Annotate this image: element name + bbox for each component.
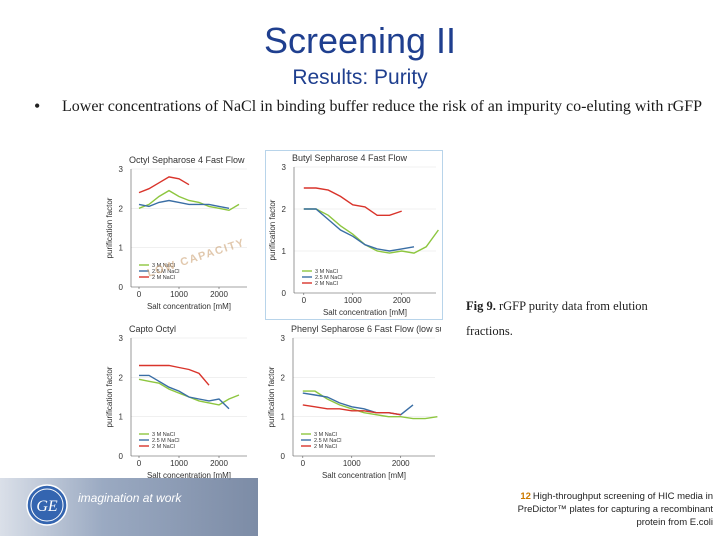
y-axis-label: purification factor (105, 366, 114, 427)
series-line (303, 208, 415, 252)
chart-capto-octyl: Capto Octyl 0 1 2 3 0 1000 2000 Salt concentrati… (105, 324, 247, 480)
x-axis-label: Salt concentration [mM] (322, 471, 406, 480)
chart-panel-capto: Capto Octyl 0 1 2 3 0 1000 2000 Salt concentrati… (103, 322, 253, 482)
chart-phenyl-sepharose: Phenyl Sepharose 6 Fast Flow (low sub) 0 1… (267, 324, 441, 480)
brand-tagline: imagination at work (78, 491, 182, 505)
y-tick-label: 2 (282, 205, 287, 214)
chart-title: Phenyl Sepharose 6 Fast Flow (low sub) (291, 324, 441, 334)
series-line (303, 187, 402, 217)
chart-panel-phenyl: Phenyl Sepharose 6 Fast Flow (low sub) 0 1… (265, 322, 441, 482)
reference-text: High-throughput screening of HIC media i… (517, 491, 713, 528)
x-tick-label: 0 (137, 290, 142, 299)
y-tick-label: 2 (119, 204, 124, 213)
series-line (139, 364, 210, 386)
y-axis-label: purification factor (105, 197, 114, 258)
y-tick-label: 1 (281, 413, 286, 422)
low-capacity-watermark: LOW CAPACITY (146, 237, 247, 280)
chart-panel-butyl: Butyl Sepharose 4 Fast Flow 0 1 2 3 0 1000 2000… (265, 150, 443, 320)
figure-caption: Fig 9. rGFP purity data from elution fra… (466, 294, 696, 344)
bullet-text: Lower concentrations of NaCl in binding … (62, 98, 702, 115)
legend-label: 2.5 M NaCl (314, 438, 342, 444)
series-line (303, 208, 439, 254)
x-tick-label: 1000 (343, 459, 361, 468)
y-tick-label: 1 (119, 244, 124, 253)
slide-title: Screening II (263, 20, 457, 61)
series-line (139, 374, 230, 410)
y-tick-label: 3 (119, 165, 124, 174)
legend-label: 2.5 M NaCl (315, 275, 343, 281)
x-tick-label: 2000 (393, 296, 411, 305)
y-tick-label: 2 (281, 373, 286, 382)
x-tick-label: 1000 (170, 459, 188, 468)
reference-note: 12 High-throughput screening of HIC media… (505, 490, 713, 529)
y-axis-label: purification factor (267, 366, 276, 427)
series-line (302, 404, 401, 416)
series-line (138, 189, 240, 212)
y-tick-label: 2 (119, 373, 124, 382)
x-tick-label: 2000 (210, 459, 228, 468)
y-tick-label: 3 (281, 334, 286, 343)
x-axis-label: Salt concentration [mM] (147, 302, 231, 311)
series-line (138, 199, 230, 209)
y-tick-label: 1 (282, 247, 287, 256)
y-tick-label: 0 (281, 452, 286, 461)
reference-number: 12 (520, 491, 531, 502)
svg-text:GE: GE (36, 498, 58, 515)
y-tick-label: 3 (119, 334, 124, 343)
x-tick-label: 2000 (392, 459, 410, 468)
x-tick-label: 0 (302, 296, 307, 305)
chart-panel-octyl: Octyl Sepharose 4 Fast Flow 0 1 2 3 0 1000 2000… (103, 153, 253, 313)
slide-subtitle: Results: Purity (292, 66, 428, 89)
legend-label: 3 M NaCl (315, 269, 338, 275)
x-axis-label: Salt concentration [mM] (147, 471, 231, 480)
x-tick-label: 0 (137, 459, 142, 468)
caption-label: Fig 9. (466, 299, 496, 313)
x-tick-label: 1000 (344, 296, 362, 305)
y-tick-label: 0 (119, 283, 124, 292)
legend-label: 3 M NaCl (314, 432, 337, 438)
bullet-marker: • (34, 96, 41, 116)
chart-title: Octyl Sepharose 4 Fast Flow (129, 155, 245, 165)
legend-label: 2 M NaCl (152, 444, 175, 450)
legend-label: 2.5 M NaCl (152, 438, 180, 444)
chart-title: Butyl Sepharose 4 Fast Flow (292, 153, 408, 163)
x-tick-label: 2000 (210, 290, 228, 299)
caption-text: rGFP purity data from elution fractions. (466, 299, 648, 338)
legend-label: 2 M NaCl (314, 444, 337, 450)
series-line (302, 390, 438, 420)
chart-butyl-sepharose: Butyl Sepharose 4 Fast Flow 0 1 2 3 0 1000 2000… (268, 153, 439, 317)
ge-logo-icon: GE (26, 484, 68, 526)
chart-octyl-sepharose: Octyl Sepharose 4 Fast Flow 0 1 2 3 0 1000 2000… (105, 155, 247, 311)
y-tick-label: 3 (282, 163, 287, 172)
legend-label: 2.5 M NaCl (152, 269, 180, 275)
y-tick-label: 0 (282, 289, 287, 298)
y-tick-label: 1 (119, 413, 124, 422)
x-tick-label: 0 (301, 459, 306, 468)
legend-label: 3 M NaCl (152, 432, 175, 438)
chart-title: Capto Octyl (129, 324, 176, 334)
legend-label: 3 M NaCl (152, 263, 175, 269)
series-line (138, 378, 240, 406)
x-tick-label: 1000 (170, 290, 188, 299)
y-axis-label: purification factor (268, 199, 277, 260)
legend-label: 2 M NaCl (152, 275, 175, 281)
legend-label: 2 M NaCl (315, 281, 338, 287)
y-tick-label: 0 (119, 452, 124, 461)
series-line (138, 176, 190, 194)
x-axis-label: Salt concentration [mM] (323, 308, 407, 317)
